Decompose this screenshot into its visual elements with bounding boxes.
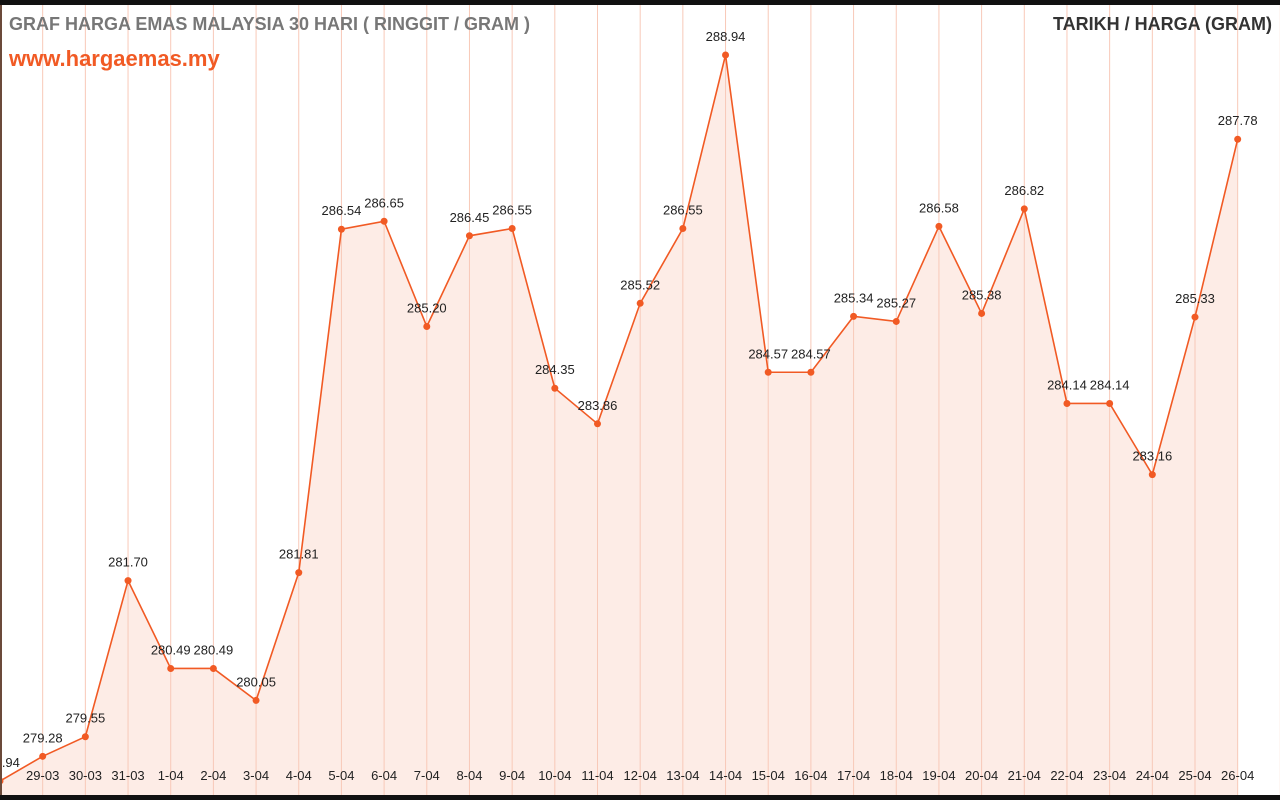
x-tick-label: 6-04 [371,768,397,783]
data-point [551,384,559,392]
x-tick-label: 3-04 [243,768,269,783]
data-label: 284.35 [535,362,575,377]
x-tick-label: 25-04 [1178,768,1211,783]
data-point [1148,471,1156,479]
x-tick-label: 11-04 [581,768,613,783]
data-point [337,225,345,233]
data-label: 284.14 [1090,377,1130,392]
data-label: 285.52 [620,277,660,292]
x-tick-label: 17-04 [837,768,870,783]
data-point [124,577,132,585]
data-label: 286.45 [450,210,490,225]
x-tick-label: 19-04 [922,768,955,783]
data-point [1191,313,1199,321]
data-label: 284.14 [1047,377,1087,392]
x-tick-label: 16-04 [794,768,827,783]
x-tick-label: 2-04 [200,768,226,783]
bottom-bar [0,795,1280,800]
data-point [508,225,516,233]
data-label: 286.55 [492,203,532,218]
data-label: 284.57 [748,346,788,361]
x-tick-label: 21-04 [1008,768,1041,783]
data-label: 280.05 [236,674,276,689]
data-point [850,312,858,320]
data-label: 286.55 [663,203,703,218]
data-label: 286.65 [364,195,404,210]
area-fill [0,55,1238,795]
x-tick-label: 5-04 [328,768,354,783]
data-point [978,309,986,317]
data-point [1020,205,1028,213]
data-label: 285.27 [876,295,916,310]
data-label: 283.86 [578,398,618,413]
data-label: 279.55 [65,711,105,726]
data-label: 281.70 [108,555,148,570]
x-tick-label: 30-03 [69,768,102,783]
data-point [935,222,943,230]
data-point [295,569,303,577]
data-point [892,317,900,325]
data-point [167,664,175,672]
chart-title: GRAF HARGA EMAS MALAYSIA 30 HARI ( RINGG… [9,14,531,34]
data-label: 281.81 [279,547,319,562]
data-point [380,217,388,225]
data-label: 286.58 [919,200,959,215]
legend-label: TARIKH / HARGA (GRAM) [1053,14,1272,34]
data-point [594,420,601,428]
x-tick-label: 4-04 [286,768,312,783]
data-label: 280.49 [194,642,234,657]
site-link[interactable]: www.hargaemas.my [9,46,220,71]
data-label: 286.82 [1004,183,1044,198]
x-tick-label: 29-03 [26,768,59,783]
data-label: 278.94 [0,755,20,770]
data-point [252,696,260,704]
x-tick-label: 9-04 [499,768,525,783]
x-tick-label: 1-04 [158,768,184,783]
data-point [1234,135,1242,143]
x-tick-label: 13-04 [666,768,699,783]
x-tick-label: 31-03 [111,768,144,783]
data-label: 285.33 [1175,291,1215,306]
data-point [465,232,473,240]
data-label: 285.38 [962,287,1002,302]
series-line [0,54,1239,782]
data-point [209,664,217,672]
x-tick-label: 20-04 [965,768,998,783]
data-label: 280.49 [151,642,191,657]
x-tick-label: 22-04 [1050,768,1083,783]
data-point [764,368,772,376]
data-point [39,752,47,760]
x-tick-label: 15-04 [752,768,785,783]
data-point [1063,399,1071,407]
data-label: 285.20 [407,301,447,316]
data-label: 288.94 [706,29,746,44]
data-label: 287.78 [1218,113,1258,128]
data-point [636,299,644,307]
data-label: 285.34 [834,290,874,305]
data-point [722,51,730,59]
left-edge [0,5,2,795]
x-tick-label: 26-04 [1221,768,1254,783]
top-bar [0,0,1280,5]
x-tick-label: 12-04 [624,768,657,783]
data-point [423,323,431,331]
data-label: 286.54 [322,203,362,218]
x-tick-label: 18-04 [880,768,913,783]
data-label: 283.16 [1132,449,1172,464]
data-label: 284.57 [791,346,831,361]
x-tick-label: 7-04 [414,768,440,783]
data-point [81,733,89,741]
data-point [807,368,815,376]
data-point [1106,399,1114,407]
x-tick-label: 23-04 [1093,768,1126,783]
x-tick-label: 24-04 [1136,768,1169,783]
data-point [679,225,687,233]
data-label: 279.28 [23,730,63,745]
x-tick-label: 14-04 [709,768,742,783]
x-tick-label: 10-04 [538,768,571,783]
x-tick-label: 8-04 [456,768,482,783]
